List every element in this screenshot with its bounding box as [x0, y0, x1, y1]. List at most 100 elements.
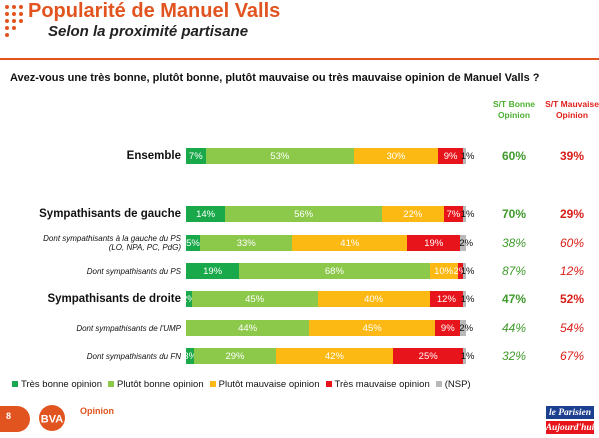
bar-segment: 25% [393, 348, 464, 364]
bar-value-label: 3% [183, 350, 198, 362]
stacked-bar: 14% 56% 22% 7% 1% [186, 206, 474, 222]
bar-segment: 40% [317, 291, 430, 307]
legend-label: Plutôt mauvaise opinion [218, 378, 320, 390]
bar-segment: 42% [275, 348, 394, 364]
stacked-bar: 19% 68% 10% 2% 1% [186, 263, 474, 279]
subtotal-bad: 29% [559, 207, 585, 221]
bar-value-label: 10% [434, 265, 454, 277]
bar-segment: 2% [454, 263, 467, 279]
subtotal-good: 60% [501, 149, 527, 163]
chart-legend: Très bonne opinion Plutôt bonne opinion Pl… [12, 377, 592, 391]
bva-logo-text: BVA [41, 414, 63, 426]
bar-segment: 1% [461, 206, 474, 222]
stacked-bar: 44% 45% 9% 2% [186, 320, 473, 336]
bar-value-label: 1% [460, 265, 475, 277]
row-label: Sympathisants de droite [47, 293, 181, 305]
legend-swatch [107, 381, 114, 387]
page-title: Popularité de Manuel Valls [28, 0, 281, 22]
row-label: Dont sympathisants du FN [86, 351, 181, 361]
bar-segment: 3% [183, 348, 198, 364]
legend-label: (NSP) [444, 378, 471, 390]
bar-value-label: 45% [362, 322, 382, 334]
bar-segment: 29% [194, 348, 276, 364]
bar-segment: 45% [309, 320, 436, 336]
bar-value-label: 5% [186, 237, 200, 249]
bar-value-label: 2% [453, 265, 468, 277]
bar-value-label: 44% [238, 322, 258, 334]
legend-item: Plutôt bonne opinion [107, 379, 204, 390]
bar-segment: 19% [186, 263, 240, 279]
row-label: Dont sympathisants de l'UMP [76, 323, 181, 333]
bar-value-label: 33% [236, 237, 256, 249]
bar-value-label: 1% [460, 350, 475, 362]
bar-segment: 68% [239, 263, 430, 279]
subtotal-bad: 60% [559, 236, 585, 250]
bar-value-label: 1% [460, 150, 475, 162]
bar-segment: 41% [292, 235, 408, 251]
bar-value-label: 41% [340, 237, 360, 249]
bar-segment: 53% [205, 148, 354, 164]
bva-logo-icon: BVA [39, 405, 65, 431]
legend-item: (NSP) [435, 378, 471, 390]
aujourdhui-logo: Aujourd'hui [545, 421, 595, 434]
legend-swatch [325, 381, 332, 387]
row-label: Dont sympathisants du PS [86, 266, 181, 276]
chart-row: Dont sympathisants du PS 19% 68% 10% 2% 1% 87%… [0, 263, 599, 279]
stacked-bar: 7% 53% 30% 9% 1% [186, 148, 474, 164]
bar-segment: 2% [459, 235, 473, 251]
bar-value-label: 2% [459, 322, 474, 334]
bar-segment: 33% [200, 235, 293, 251]
partner-logos: le Parisien Aujourd'hui [546, 406, 594, 434]
bar-segment: 45% [191, 291, 318, 307]
bar-segment: 19% [407, 235, 461, 251]
bar-segment: 1% [461, 291, 474, 307]
bar-segment: 2% [182, 291, 196, 307]
stacked-bar: 3% 29% 42% 25% 1% [183, 348, 474, 364]
survey-question: Avez-vous une très bonne, plutôt bonne, … [10, 72, 540, 84]
bar-segment: 56% [225, 206, 382, 222]
bar-segment: 1% [461, 348, 474, 364]
bar-segment: 9% [435, 320, 461, 336]
bar-segment: 1% [461, 263, 474, 279]
row-label-line: (LO, NPA, PC, PdG) [108, 243, 181, 252]
row-label: Ensemble [126, 150, 181, 162]
subtotal-bad: 12% [559, 264, 585, 278]
bar-value-label: 68% [324, 265, 344, 277]
legend-label: Très bonne opinion [21, 378, 102, 390]
bar-segment: 9% [438, 148, 464, 164]
legend-label: Très mauvaise opinion [334, 378, 430, 390]
chart-row: Ensemble 7% 53% 30% 9% 1% 60% 39% [0, 148, 599, 164]
bar-value-label: 2% [181, 293, 196, 305]
page-number: 8 [6, 411, 12, 421]
bar-segment: 1% [461, 148, 474, 164]
subtotal-good: 38% [501, 236, 527, 250]
bar-value-label: 9% [443, 150, 458, 162]
bar-segment: 44% [186, 320, 310, 336]
bar-value-label: 22% [403, 208, 423, 220]
legend-item: Très mauvaise opinion [325, 378, 430, 390]
bar-segment: 22% [382, 206, 444, 222]
bar-value-label: 25% [418, 350, 438, 362]
slide-footer: 8 BVA Opinion le Parisien Aujourd'hui [0, 398, 599, 438]
bar-value-label: 56% [294, 208, 314, 220]
decorative-dots-icon [5, 5, 23, 37]
legend-swatch [435, 381, 442, 387]
subtotal-good: 70% [501, 207, 527, 221]
bar-segment: 14% [186, 206, 226, 222]
stacked-bar: 5% 33% 41% 19% 2% [186, 235, 473, 251]
bar-segment: 10% [429, 263, 458, 279]
legend-swatch [12, 381, 18, 387]
bar-segment: 7% [443, 206, 464, 222]
bar-segment: 30% [354, 148, 438, 164]
legend-item: Très bonne opinion [12, 379, 102, 390]
legend-item: Plutôt mauvaise opinion [209, 378, 320, 390]
bar-segment: 7% [186, 148, 206, 164]
row-label: Sympathisants de gauche [39, 208, 181, 220]
bar-segment: 12% [429, 291, 464, 307]
bar-value-label: 42% [324, 350, 344, 362]
subtotal-bad: 52% [559, 292, 585, 306]
chart-row: Dont sympathisants du FN 3% 29% 42% 25% 1% 32%… [0, 348, 599, 364]
le-parisien-logo: le Parisien [546, 406, 594, 419]
bar-value-label: 2% [459, 237, 474, 249]
bar-value-label: 29% [225, 350, 245, 362]
